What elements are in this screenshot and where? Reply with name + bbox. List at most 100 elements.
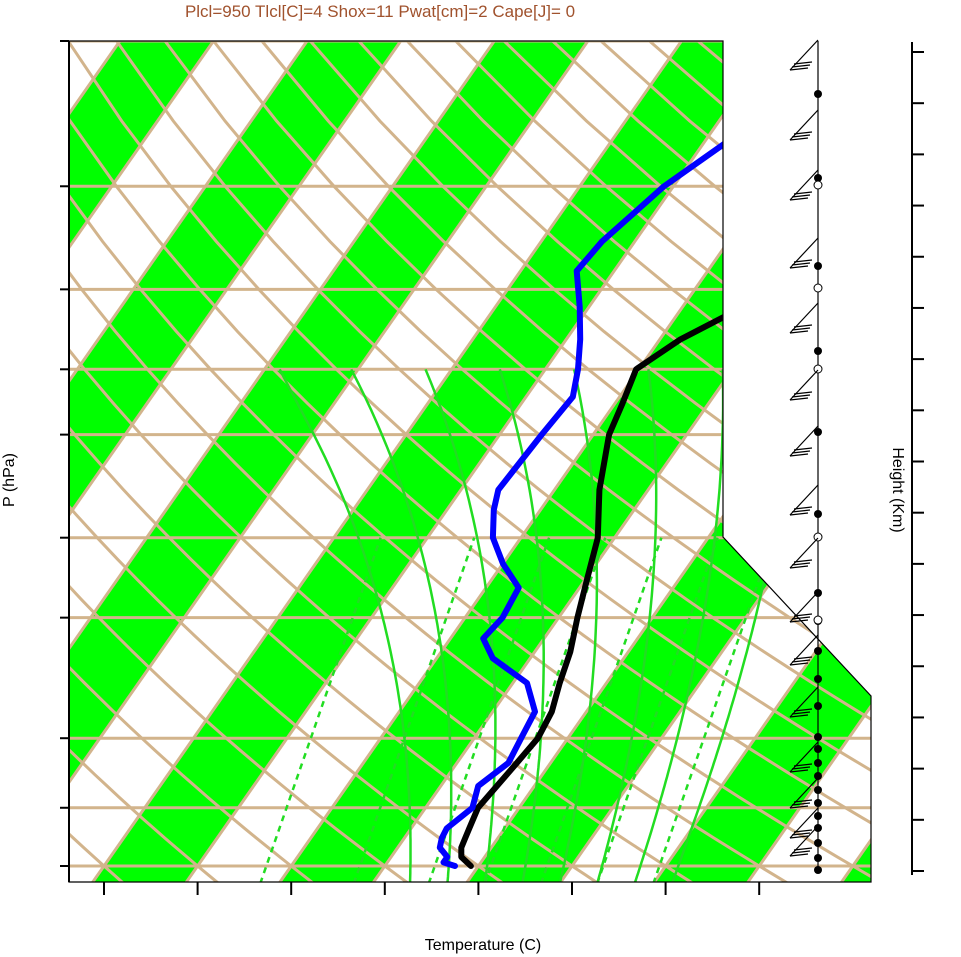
wind-barb-feather bbox=[793, 656, 813, 660]
dry-adiabat-line bbox=[69, 41, 695, 882]
wind-barb-feather bbox=[789, 453, 809, 457]
wind-level-dot bbox=[814, 174, 822, 182]
dry-adiabat-line bbox=[115, 41, 871, 882]
wind-barb-feather bbox=[793, 61, 813, 65]
wind-barb-staff bbox=[789, 777, 819, 809]
wind-level-dot bbox=[814, 347, 822, 355]
isotherm-line bbox=[69, 41, 496, 882]
wind-level-dot bbox=[814, 772, 822, 780]
wind-barb-feather bbox=[793, 259, 813, 263]
wind-level-dot bbox=[814, 786, 822, 794]
isotherm-line bbox=[69, 41, 590, 882]
wind-barb-feather bbox=[789, 619, 809, 623]
wind-level-dot bbox=[814, 90, 822, 98]
wind-barb-staff bbox=[789, 634, 819, 666]
wind-barb-feather bbox=[791, 450, 811, 454]
wind-barb-staff bbox=[789, 302, 819, 334]
dry-adiabat-line bbox=[309, 41, 871, 882]
wind-level-dot bbox=[814, 759, 822, 767]
wind-barb-feather bbox=[791, 802, 811, 806]
wind-level-dot bbox=[814, 733, 822, 741]
moist-adiabat-line bbox=[596, 369, 658, 882]
wind-barb-feather bbox=[789, 565, 809, 569]
dry-adiabat-line bbox=[69, 41, 600, 882]
wind-barb-feather bbox=[789, 265, 809, 269]
wind-barb-staff bbox=[789, 537, 819, 569]
wind-level-dot bbox=[814, 839, 822, 847]
wind-barb-feather bbox=[789, 397, 809, 401]
wind-barb-staff bbox=[789, 39, 819, 71]
wind-barb-feather bbox=[789, 662, 809, 666]
isotherm-line bbox=[90, 41, 683, 882]
dewpoint-profile bbox=[436, 41, 863, 869]
wind-barb-feather bbox=[791, 562, 811, 566]
wind-barb-column bbox=[789, 39, 823, 874]
wind-barb-staff bbox=[789, 807, 819, 839]
wind-barb-feather bbox=[793, 324, 813, 328]
height-axis bbox=[911, 42, 924, 875]
moist-adiabat-line bbox=[350, 368, 453, 882]
dry-adiabat-line bbox=[69, 41, 220, 882]
wind-barb-feather bbox=[793, 131, 813, 135]
wind-barb-feather bbox=[789, 853, 809, 857]
calm-level-circle bbox=[813, 615, 823, 625]
wind-barb-feather bbox=[793, 506, 813, 510]
wind-barb-feather bbox=[791, 509, 811, 513]
moist-adiabat-line bbox=[558, 369, 599, 882]
isotherm-line bbox=[184, 41, 777, 882]
moist-adiabat-line bbox=[424, 368, 497, 882]
wind-barb-staff bbox=[789, 484, 819, 516]
wind-level-dot bbox=[814, 262, 822, 270]
dry-adiabat-line bbox=[260, 41, 871, 882]
wind-barb-staff bbox=[789, 741, 819, 773]
wind-barb-staff bbox=[789, 237, 819, 269]
wind-barb-feather bbox=[791, 850, 811, 854]
dry-adiabat-line bbox=[69, 41, 871, 882]
height-axis-label: Height (Km) bbox=[889, 447, 906, 532]
wind-barb-staff bbox=[789, 109, 819, 141]
wind-barb-feather bbox=[791, 616, 811, 620]
wind-barb-staff bbox=[789, 369, 819, 401]
x-axis bbox=[103, 882, 761, 895]
wind-barb-feather bbox=[789, 137, 809, 141]
pressure-axis bbox=[60, 40, 70, 882]
wind-barb-feather bbox=[793, 708, 813, 712]
wind-barb-staff bbox=[789, 825, 819, 857]
calm-level-circle bbox=[813, 364, 823, 374]
wind-barb-feather bbox=[793, 191, 813, 195]
moist-adiabat-line bbox=[278, 368, 412, 882]
wind-barb-feather bbox=[791, 711, 811, 715]
wind-level-dot bbox=[814, 745, 822, 753]
wind-level-dot bbox=[814, 428, 822, 436]
band bbox=[69, 41, 401, 882]
isotherm-line bbox=[69, 41, 215, 882]
y-axis-label: P (hPa) bbox=[1, 453, 18, 507]
wind-barb-staff bbox=[789, 425, 819, 457]
isotherm-line bbox=[69, 41, 402, 882]
wind-barb-feather bbox=[789, 769, 809, 773]
wind-level-dot bbox=[814, 824, 822, 832]
x-axis-label: Temperature (C) bbox=[425, 937, 541, 954]
wind-level-dot bbox=[814, 866, 822, 874]
wind-barb-feather bbox=[793, 847, 813, 851]
calm-level-circle bbox=[813, 180, 823, 190]
dry-adiabat-line bbox=[69, 41, 505, 882]
wind-level-dot bbox=[814, 675, 822, 683]
wind-barb-staff bbox=[789, 169, 819, 201]
moist-adiabats bbox=[278, 368, 797, 882]
wind-barb-feather bbox=[789, 835, 809, 839]
wind-barb-staff bbox=[789, 591, 819, 623]
wind-barb-feather bbox=[789, 330, 809, 334]
wind-barb-feather bbox=[791, 134, 811, 138]
moist-adiabat-line bbox=[633, 369, 725, 882]
isotherm-line bbox=[69, 41, 309, 882]
wind-barb-feather bbox=[791, 262, 811, 266]
dry-adiabat-line bbox=[69, 41, 410, 882]
calm-level-circle bbox=[813, 283, 823, 293]
wind-barb-feather bbox=[791, 194, 811, 198]
calm-level-circle bbox=[813, 532, 823, 542]
wind-barb-feather bbox=[793, 799, 813, 803]
wind-barb-feather bbox=[789, 512, 809, 516]
wind-barb-feather bbox=[791, 659, 811, 663]
wind-barb-feather bbox=[789, 714, 809, 718]
